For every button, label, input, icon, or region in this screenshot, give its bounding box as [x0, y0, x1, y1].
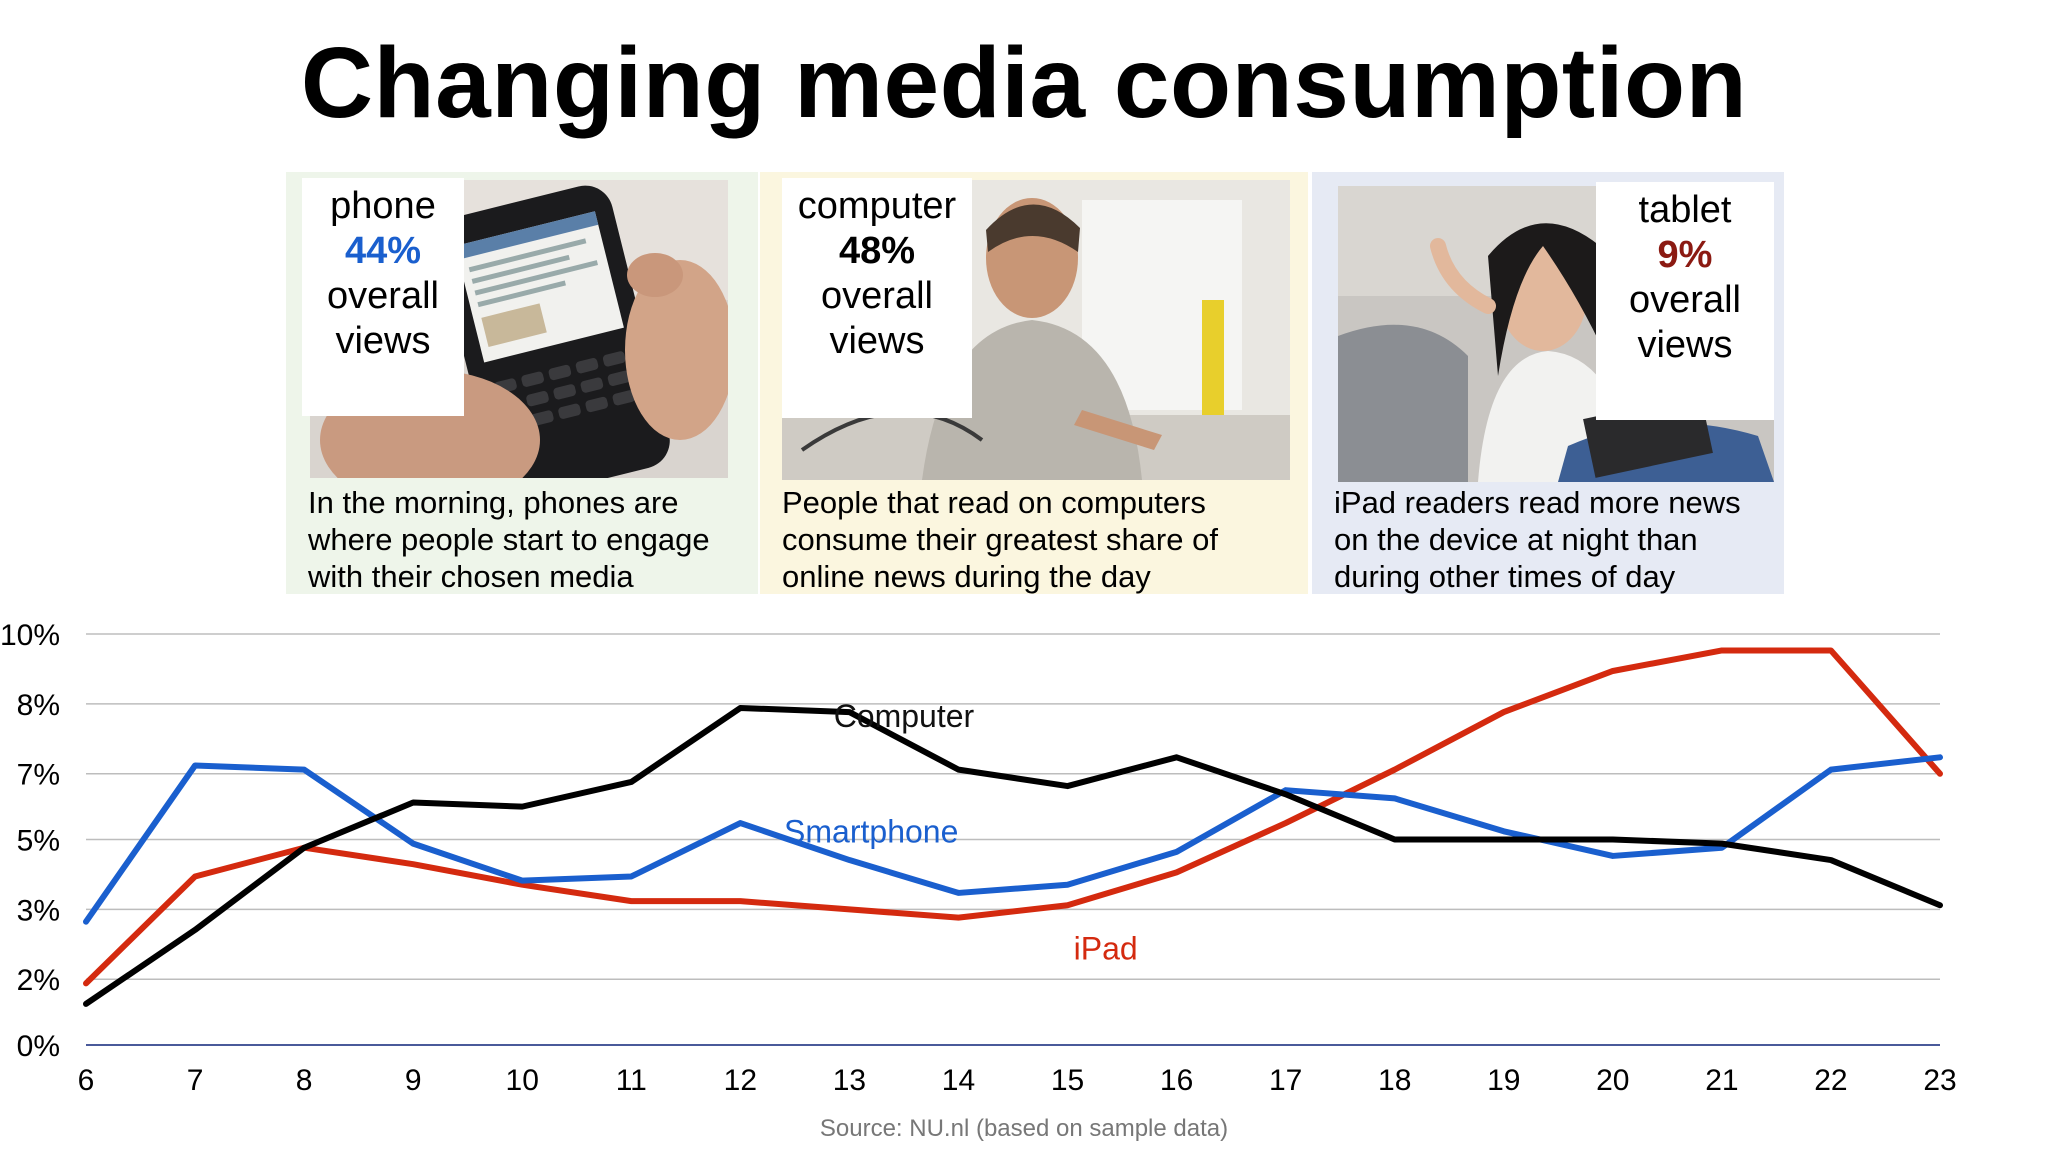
x-tick-label: 10: [506, 1064, 539, 1097]
chart-series: [83, 647, 1943, 1007]
y-tick-label: 8%: [17, 689, 60, 722]
x-tick-label: 15: [1051, 1064, 1084, 1097]
y-tick-label: 2%: [17, 964, 60, 997]
tablet-caption-line: iPad readers read more news: [1334, 485, 1741, 520]
x-tick-label: 11: [616, 1064, 647, 1097]
x-tick-label: 18: [1378, 1064, 1411, 1097]
source-note: Source: NU.nl (based on sample data): [819, 1115, 1229, 1142]
phone-device-label: phone: [330, 185, 436, 227]
x-tick-label: 7: [187, 1064, 204, 1097]
page-title: Changing media consumption: [300, 27, 1748, 139]
series-line-smartphone: [83, 754, 1943, 925]
computer-caption: People that read on computers consume th…: [782, 484, 1302, 595]
computer-caption-line: consume their greatest share of: [782, 522, 1218, 557]
line-chart: 0% 2% 3% 5% 7% 8% 10% 6 7 8 9 10 11 12 13 14 15 16 17 18 19…: [0, 619, 1957, 1097]
x-tick-label: 22: [1814, 1064, 1847, 1097]
series-line-ipad: [83, 647, 1943, 987]
computer-overall-label: overall: [821, 275, 933, 317]
phone-caption-line: with their chosen media: [308, 559, 634, 594]
phone-views-label: views: [335, 320, 431, 362]
computer-percent: 48%: [838, 230, 916, 272]
x-tick-label: 12: [724, 1064, 757, 1097]
tablet-caption-line: on the device at night than: [1334, 522, 1698, 557]
computer-panel: computer 48% overall views People that r…: [760, 172, 1308, 594]
computer-device-label: computer: [797, 185, 957, 227]
phone-stat-box: phone 44% overall views: [302, 178, 464, 416]
tablet-device-label: tablet: [1638, 189, 1732, 231]
series-label-ipad: iPad: [1074, 930, 1138, 966]
tablet-views-label: views: [1637, 324, 1733, 366]
x-tick-label: 23: [1923, 1064, 1956, 1097]
x-tick-label: 6: [78, 1064, 95, 1097]
x-tick-label: 14: [942, 1064, 975, 1097]
series-label-smartphone: Smartphone: [784, 813, 958, 849]
y-tick-label: 10%: [0, 619, 60, 652]
computer-caption-line: online news during the day: [782, 559, 1151, 594]
computer-stat-box: computer 48% overall views: [782, 178, 972, 418]
x-tick-label: 21: [1705, 1064, 1738, 1097]
computer-caption-line: People that read on computers: [782, 485, 1206, 520]
phone-overall-label: overall: [327, 275, 439, 317]
tablet-panel: tablet 9% overall views iPad readers rea…: [1312, 172, 1784, 594]
tablet-percent: 9%: [1657, 234, 1713, 276]
x-tick-label: 20: [1596, 1064, 1629, 1097]
phone-caption-line: In the morning, phones are: [308, 485, 679, 520]
series-label-computer: Computer: [834, 698, 975, 734]
x-axis-labels: 6 7 8 9 10 11 12 13 14 15 16 17 18 19 20 21 22 23: [78, 1064, 1957, 1097]
y-tick-label: 0%: [17, 1030, 60, 1063]
x-tick-label: 8: [296, 1064, 313, 1097]
x-tick-label: 13: [833, 1064, 866, 1097]
tablet-stat-box: tablet 9% overall views: [1596, 182, 1774, 420]
smartphone-photo: [310, 180, 728, 478]
y-tick-label: 5%: [17, 825, 60, 858]
x-tick-label: 17: [1269, 1064, 1302, 1097]
x-tick-label: 9: [405, 1064, 422, 1097]
phone-panel: phone 44% overall views In the morning, …: [286, 172, 758, 594]
tablet-caption-line: during other times of day: [1334, 559, 1676, 594]
phone-caption-line: where people start to engage: [308, 522, 710, 557]
y-axis-labels: 0% 2% 3% 5% 7% 8% 10%: [0, 619, 60, 1063]
phone-percent: 44%: [344, 230, 422, 272]
y-tick-label: 3%: [17, 894, 60, 927]
series-labels: Computer Smartphone iPad: [784, 698, 1138, 966]
computer-views-label: views: [829, 320, 925, 362]
series-line-computer: [83, 704, 1943, 1007]
x-tick-label: 16: [1160, 1064, 1193, 1097]
y-tick-label: 7%: [17, 759, 60, 792]
phone-caption: In the morning, phones are where people …: [308, 484, 748, 595]
tablet-caption: iPad readers read more news on the devic…: [1334, 484, 1779, 595]
tablet-overall-label: overall: [1629, 279, 1741, 321]
x-tick-label: 19: [1487, 1064, 1520, 1097]
